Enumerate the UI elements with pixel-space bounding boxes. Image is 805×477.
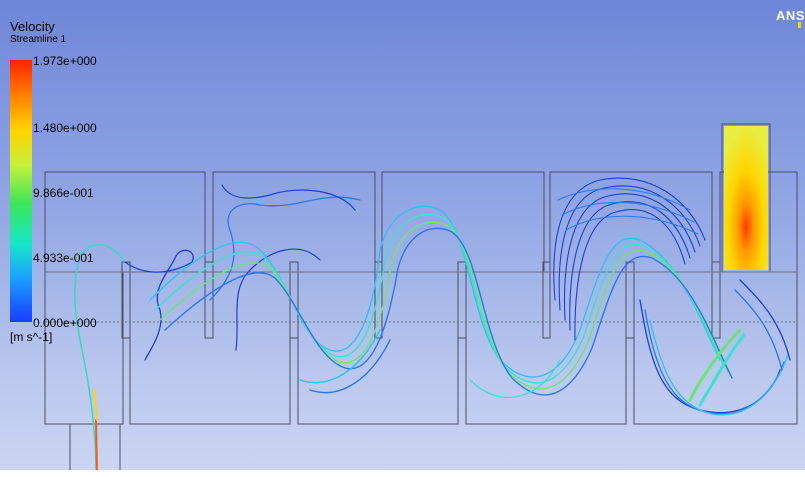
lower-chamber-1 <box>44 271 124 425</box>
baffle-7 <box>625 261 635 339</box>
outlet-velocity-field <box>724 126 768 270</box>
legend-unit: [m s^-1] <box>10 330 53 344</box>
legend-tick-min: 0.000e+000 <box>33 316 97 330</box>
color-legend-bar <box>10 60 32 322</box>
legend-object: Streamline 1 <box>10 34 67 45</box>
baffle-6 <box>542 261 551 339</box>
legend-variable: Velocity <box>10 19 55 34</box>
frame-bottom <box>0 470 805 477</box>
baffle-3 <box>289 261 299 339</box>
logo-accent <box>798 22 801 28</box>
legend-tick-max: 1.973e+000 <box>33 54 97 68</box>
baffle-2 <box>204 261 214 339</box>
lower-chamber-2 <box>129 271 291 425</box>
legend-tick-2: 1.480e+000 <box>33 121 97 135</box>
streamlines <box>73 177 791 471</box>
lower-chamber-4 <box>465 271 627 425</box>
baffle-8 <box>711 261 721 339</box>
legend-tick-3: 9.866e-001 <box>33 186 94 200</box>
legend-tick-4: 4.933e-001 <box>33 251 94 265</box>
upper-chamber-2 <box>212 171 376 273</box>
ansys-logo: ANS <box>776 8 805 23</box>
baffle-5 <box>457 261 467 339</box>
